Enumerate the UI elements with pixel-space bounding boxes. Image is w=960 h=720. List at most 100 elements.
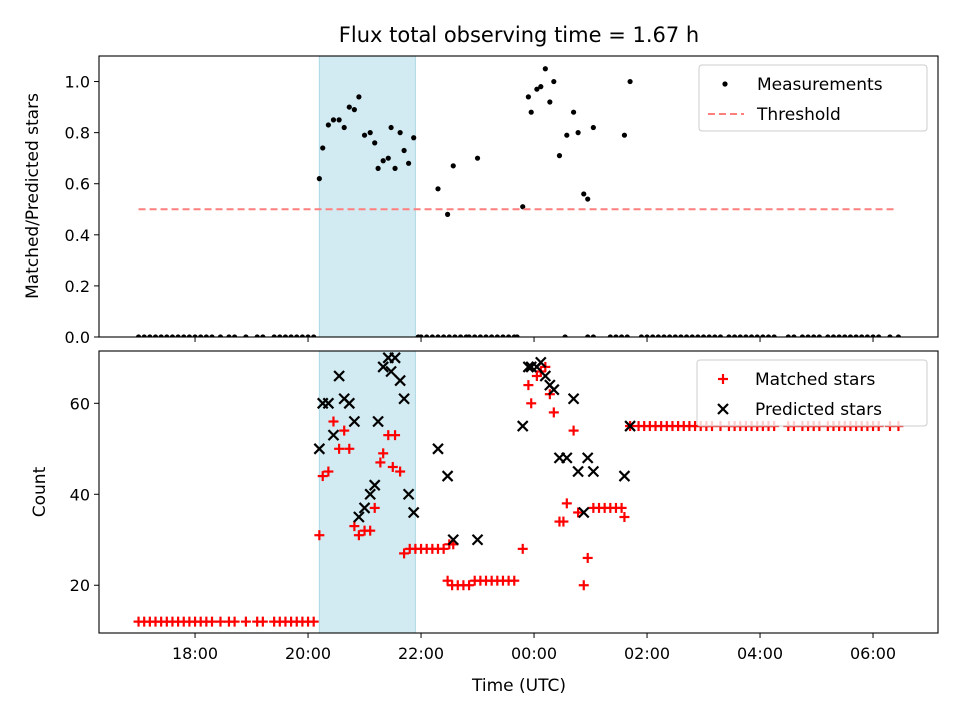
data-point bbox=[570, 109, 577, 115]
series-predicted-stars bbox=[313, 352, 636, 546]
data-point bbox=[618, 470, 631, 482]
data-point bbox=[737, 334, 743, 337]
data-point bbox=[765, 334, 772, 337]
data-point bbox=[394, 374, 406, 387]
data-point bbox=[392, 165, 398, 171]
data-point bbox=[442, 575, 453, 586]
data-point bbox=[334, 443, 345, 454]
data-point bbox=[785, 334, 791, 337]
legend-marker bbox=[718, 374, 728, 384]
data-point bbox=[158, 334, 164, 337]
data-point bbox=[771, 334, 777, 337]
data-point bbox=[678, 334, 684, 337]
data-point bbox=[616, 502, 627, 513]
plot-area bbox=[135, 66, 902, 337]
data-point bbox=[760, 334, 766, 337]
data-point bbox=[282, 334, 289, 337]
data-point bbox=[471, 533, 484, 546]
y-tick-label: 40 bbox=[70, 485, 90, 504]
data-point bbox=[864, 334, 870, 337]
x-tick-label: 18:00 bbox=[172, 644, 218, 663]
data-point bbox=[483, 334, 489, 337]
data-point bbox=[288, 334, 294, 337]
data-point bbox=[330, 117, 337, 123]
x-axis-label: Time (UTC) bbox=[471, 676, 566, 696]
data-point bbox=[327, 429, 340, 441]
data-point bbox=[305, 334, 311, 337]
data-point bbox=[229, 616, 240, 627]
data-point bbox=[805, 334, 811, 337]
data-point bbox=[372, 415, 384, 428]
legend: Matched stars Predicted stars bbox=[696, 359, 928, 427]
data-point bbox=[411, 135, 417, 141]
data-point bbox=[343, 397, 356, 410]
data-point bbox=[260, 334, 266, 337]
data-point bbox=[372, 140, 378, 146]
data-point bbox=[418, 334, 424, 337]
data-point bbox=[700, 334, 707, 337]
data-point bbox=[457, 334, 464, 337]
data-point bbox=[339, 425, 350, 436]
data-point bbox=[717, 334, 724, 337]
data-point bbox=[135, 334, 142, 337]
data-point bbox=[271, 334, 277, 337]
data-point bbox=[432, 443, 444, 455]
data-point bbox=[435, 186, 441, 192]
data-point bbox=[438, 543, 449, 554]
data-point bbox=[375, 457, 386, 468]
data-point bbox=[348, 415, 361, 428]
data-point bbox=[607, 334, 613, 337]
data-point bbox=[311, 334, 317, 337]
data-point bbox=[568, 425, 579, 436]
axes-frame bbox=[98, 55, 939, 338]
data-point bbox=[444, 211, 451, 217]
data-point bbox=[377, 361, 389, 373]
data-point bbox=[590, 334, 596, 337]
data-point bbox=[450, 163, 456, 169]
data-point bbox=[548, 383, 560, 396]
data-point bbox=[556, 153, 563, 159]
data-point bbox=[506, 334, 512, 337]
data-point bbox=[627, 78, 633, 85]
data-point bbox=[389, 352, 401, 364]
data-point bbox=[564, 132, 570, 138]
data-point bbox=[732, 334, 738, 337]
data-point bbox=[215, 616, 226, 627]
data-point bbox=[695, 334, 701, 337]
data-point bbox=[277, 334, 283, 337]
data-point bbox=[209, 334, 215, 337]
data-point bbox=[313, 443, 326, 455]
y-tick-label: 0.8 bbox=[65, 124, 90, 143]
data-point bbox=[754, 334, 760, 337]
data-point bbox=[672, 334, 678, 337]
data-point bbox=[351, 107, 357, 113]
data-point bbox=[683, 334, 690, 337]
y-tick-label: 20 bbox=[70, 576, 90, 595]
data-point bbox=[323, 466, 334, 477]
data-point bbox=[341, 124, 347, 131]
data-point bbox=[369, 502, 380, 513]
bottom-panel-y-axis-label: Count bbox=[30, 466, 50, 517]
data-point bbox=[257, 616, 268, 627]
data-point bbox=[712, 334, 718, 337]
y-tick-label: 0.6 bbox=[65, 175, 90, 194]
data-point bbox=[186, 334, 192, 337]
data-point bbox=[398, 392, 410, 405]
data-point bbox=[799, 334, 806, 337]
data-point bbox=[494, 334, 500, 337]
data-point bbox=[830, 334, 837, 337]
data-point bbox=[895, 334, 902, 337]
data-point bbox=[887, 334, 893, 337]
data-point bbox=[390, 430, 401, 441]
legend-label: Measurements bbox=[757, 75, 883, 95]
data-point bbox=[399, 548, 410, 559]
data-point bbox=[585, 196, 591, 202]
data-point bbox=[435, 334, 441, 337]
x-tick-label: 06:00 bbox=[850, 644, 896, 663]
data-point bbox=[624, 334, 630, 337]
data-point bbox=[192, 334, 198, 337]
data-point bbox=[706, 334, 712, 337]
data-point bbox=[358, 502, 371, 514]
data-point bbox=[811, 334, 817, 337]
data-point bbox=[726, 334, 732, 337]
